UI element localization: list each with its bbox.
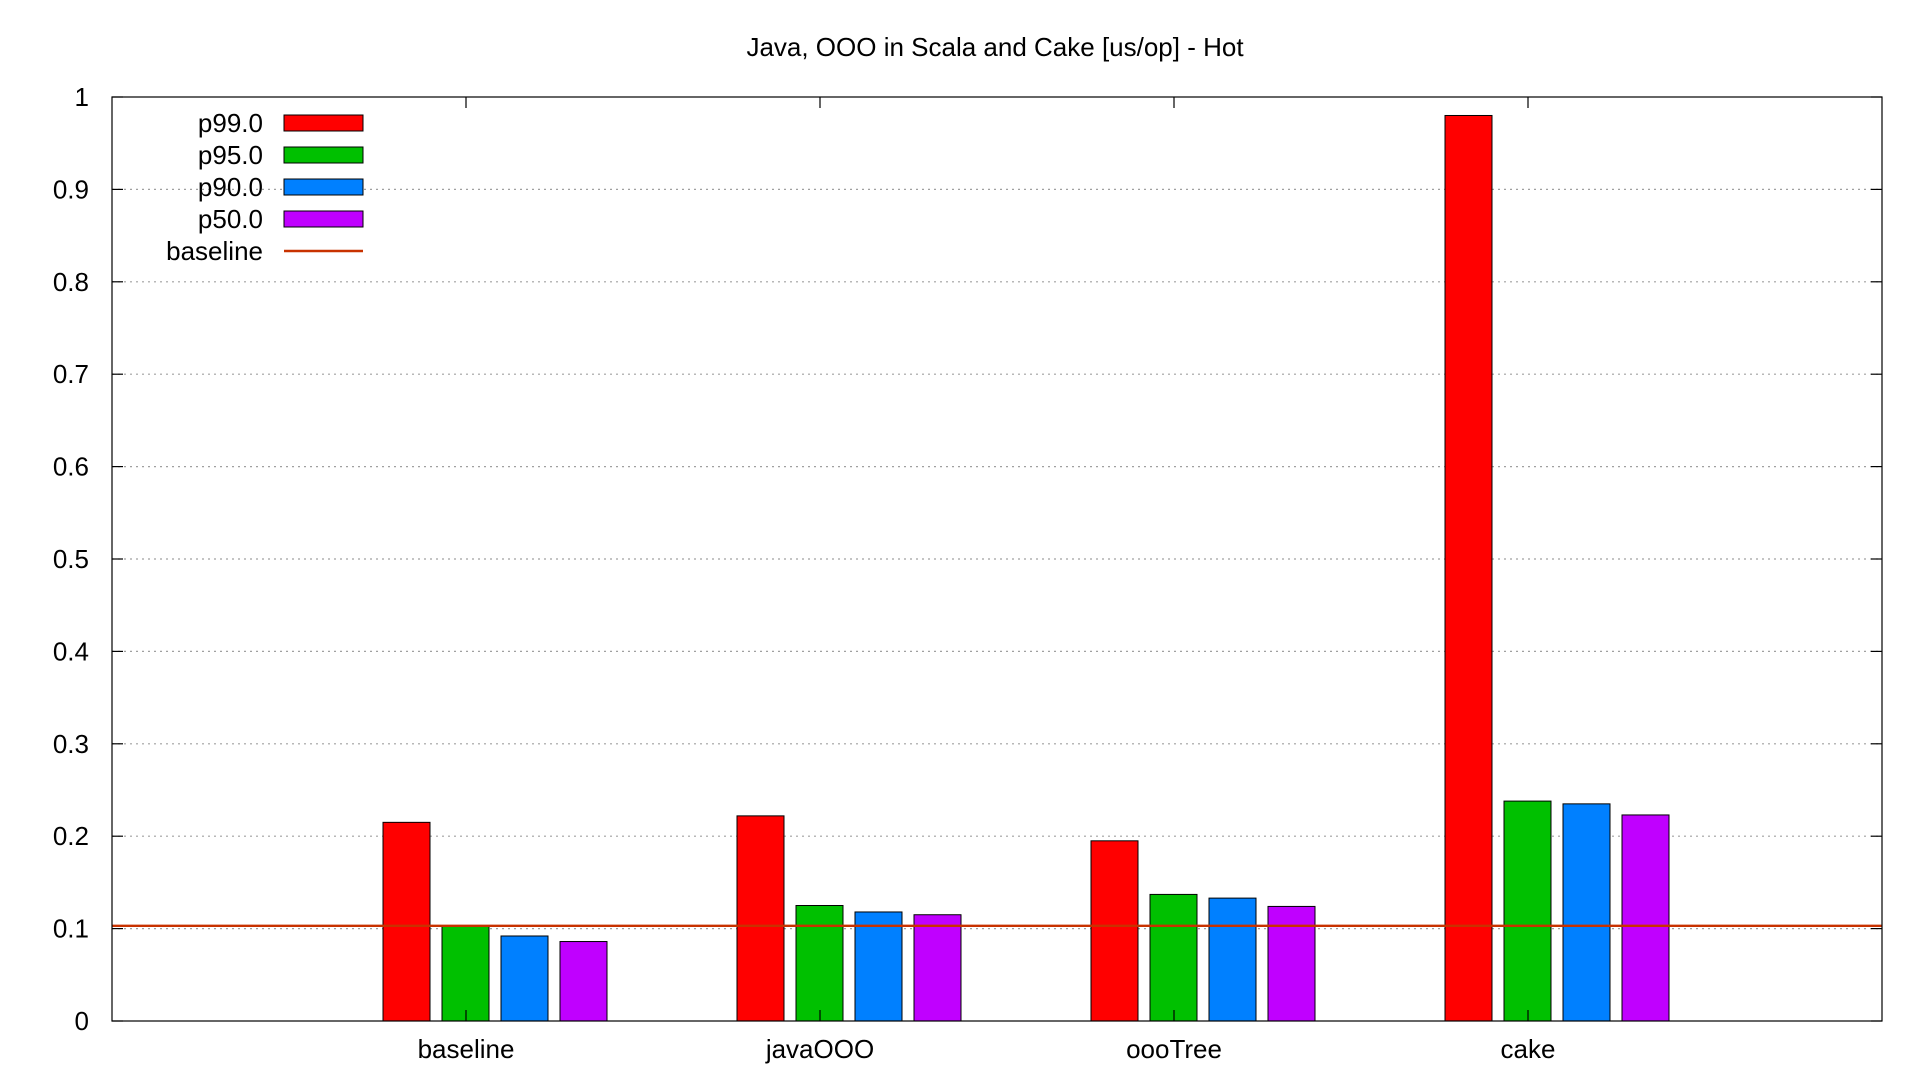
y-tick-label: 0.1 <box>53 914 89 944</box>
plot-frame <box>111 96 1883 1022</box>
y-tick-label: 0 <box>75 1006 89 1036</box>
bar-javaOOO-p99_0 <box>736 815 785 1022</box>
legend-label: p99.0 <box>198 108 263 138</box>
legend-swatch-p50_0 <box>283 210 364 228</box>
y-tick-label: 1 <box>75 82 89 112</box>
bar-javaOOO-p95_0 <box>795 905 844 1022</box>
bar-oooTree-p99_0 <box>1090 840 1139 1022</box>
bar-oooTree-p90_0 <box>1208 897 1257 1022</box>
bar-oooTree-p95_0 <box>1149 893 1198 1022</box>
grid-lines <box>112 188 1882 930</box>
legend-label: p95.0 <box>198 140 263 170</box>
bars <box>382 114 1670 1022</box>
bar-baseline-p99_0 <box>382 821 431 1022</box>
y-tick-label: 0.3 <box>53 729 89 759</box>
legend-label: p90.0 <box>198 172 263 202</box>
y-tick-label: 0.8 <box>53 267 89 297</box>
legend-label: baseline <box>166 236 263 266</box>
x-tick-label-cake: cake <box>1501 1034 1556 1064</box>
y-tick-label: 0.4 <box>53 636 89 666</box>
x-tick-label-javaOOO: javaOOO <box>765 1034 874 1064</box>
y-tick-label: 0.2 <box>53 821 89 851</box>
legend-label: p50.0 <box>198 204 263 234</box>
legend-swatch-p95_0 <box>283 146 364 164</box>
bar-javaOOO-p90_0 <box>854 911 903 1022</box>
legend-swatch-p90_0 <box>283 178 364 196</box>
y-tick-label: 0.6 <box>53 452 89 482</box>
y-tick-label: 0.5 <box>53 544 89 574</box>
bar-cake-p99_0 <box>1444 114 1493 1022</box>
bar-baseline-p50_0 <box>559 941 608 1022</box>
bar-baseline-p95_0 <box>441 925 490 1022</box>
bar-cake-p95_0 <box>1503 800 1552 1022</box>
x-tick-label-baseline: baseline <box>418 1034 515 1064</box>
bar-cake-p50_0 <box>1621 814 1670 1022</box>
bar-baseline-p90_0 <box>500 935 549 1022</box>
chart-title: Java, OOO in Scala and Cake [us/op] - Ho… <box>746 32 1244 62</box>
bar-javaOOO-p50_0 <box>913 914 962 1022</box>
y-tick-label: 0.7 <box>53 359 89 389</box>
x-tick-label-oooTree: oooTree <box>1126 1034 1222 1064</box>
bar-cake-p90_0 <box>1562 803 1611 1022</box>
bar-oooTree-p50_0 <box>1267 905 1316 1022</box>
y-tick-label: 0.9 <box>53 174 89 204</box>
legend-swatch-p99_0 <box>283 114 364 132</box>
axes: 0 0.1 0.2 0.3 0.4 0.5 0.6 0.7 0.8 0.9 1 baseline jav… <box>53 82 1883 1064</box>
